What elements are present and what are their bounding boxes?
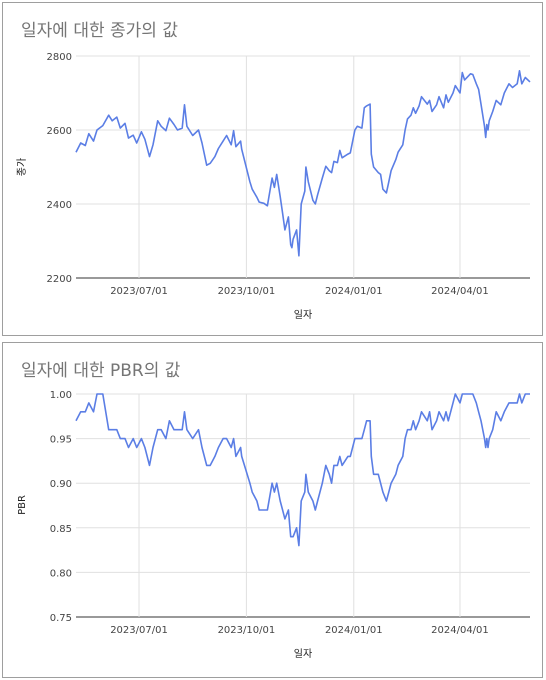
y-tick-label: 0.90 — [50, 479, 72, 490]
chart-panel-close-price: 일자에 대한 종가의 값 2800 2600 2400 2200 2023/07/01 2… — [2, 2, 543, 336]
x-axis-title: 일자 — [294, 309, 312, 321]
x-tick-label: 2023/07/01 — [110, 625, 168, 636]
y-tick-label: 0.80 — [50, 568, 72, 579]
chart-panel-pbr: 일자에 대한 PBR의 값 1.00 0.95 0.90 0.85 0.80 0.75 20… — [2, 342, 543, 678]
x-tick-label: 2024/04/01 — [431, 286, 489, 297]
y-tick-label: 2400 — [47, 200, 72, 211]
gridlines — [76, 393, 530, 618]
y-axis-title: PBR — [17, 495, 28, 515]
x-tick-label: 2023/10/01 — [218, 625, 276, 636]
series-line — [75, 70, 531, 257]
y-tick-label: 2800 — [47, 52, 72, 63]
x-tick-label: 2024/01/01 — [325, 625, 383, 636]
chart-title: 일자에 대한 종가의 값 — [21, 21, 178, 41]
gridlines — [76, 55, 530, 279]
series-line — [75, 393, 530, 547]
y-tick-label: 0.85 — [50, 524, 72, 535]
y-tick-label: 1.00 — [50, 390, 72, 401]
y-tick-label: 2200 — [47, 274, 72, 285]
chart-title: 일자에 대한 PBR의 값 — [21, 361, 181, 381]
line-chart-close-price: 2800 2600 2400 2200 2023/07/01 2023/10/01 2024… — [16, 52, 531, 321]
y-tick-label: 0.75 — [50, 613, 72, 624]
x-tick-label: 2024/01/01 — [325, 286, 383, 297]
x-tick-label: 2024/04/01 — [431, 625, 489, 636]
y-axis-title: 종가 — [16, 158, 28, 176]
x-axis-title: 일자 — [294, 648, 312, 660]
x-tick-label: 2023/07/01 — [110, 286, 168, 297]
y-tick-label: 0.95 — [50, 435, 72, 446]
x-tick-label: 2023/10/01 — [218, 286, 276, 297]
y-tick-label: 2600 — [47, 126, 72, 137]
line-chart-pbr: 1.00 0.95 0.90 0.85 0.80 0.75 2023/07/01 2023/1… — [17, 390, 530, 660]
